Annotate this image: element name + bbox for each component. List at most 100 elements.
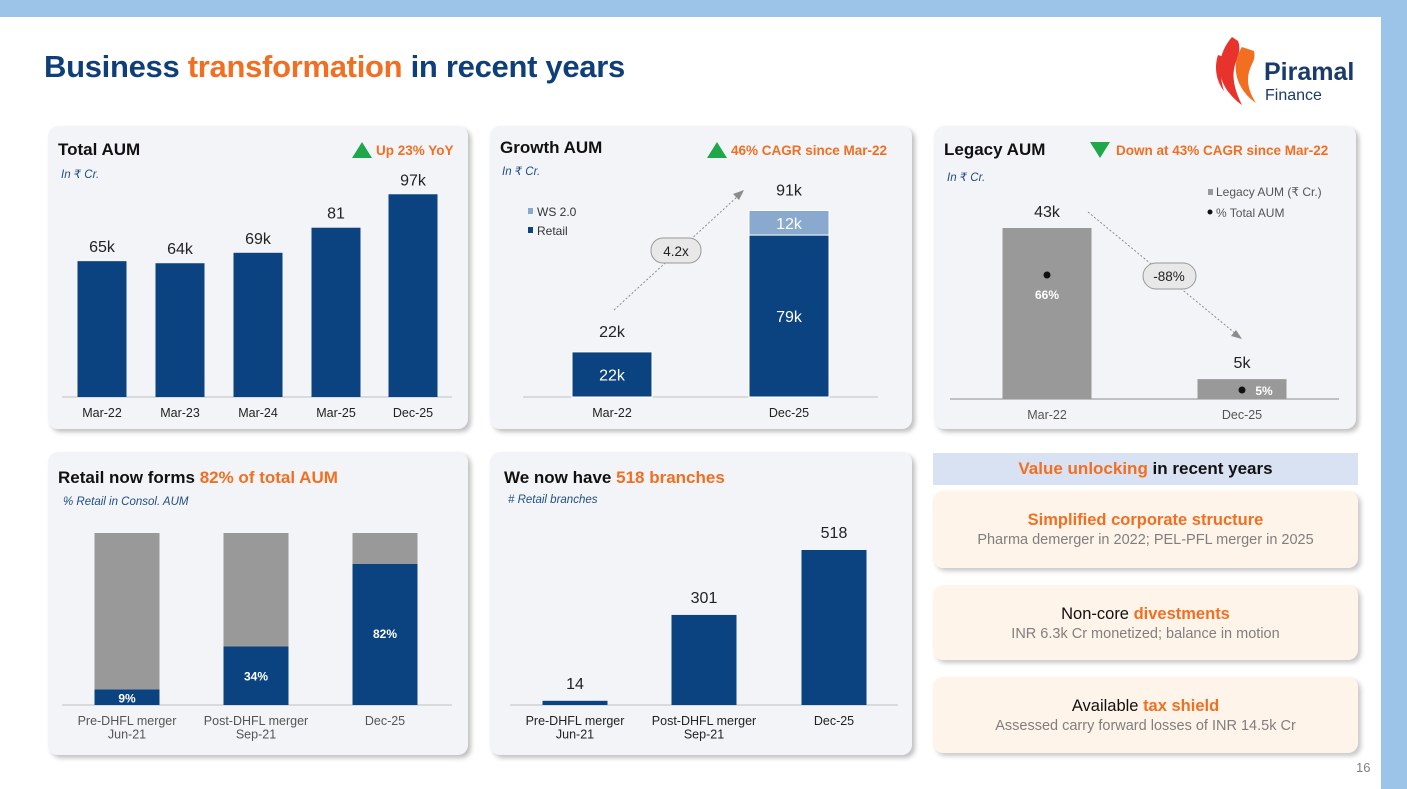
non-retail-bar bbox=[352, 533, 418, 564]
flame-logo-icon bbox=[1216, 37, 1256, 105]
data-label: 81 bbox=[327, 206, 345, 223]
bar-segment bbox=[748, 234, 830, 398]
growth-badge: 46% CAGR since Mar-22 bbox=[707, 142, 887, 158]
x-tick-label: Mar-22 bbox=[1027, 408, 1067, 422]
value-card-desc: Pharma demerger in 2022; PEL-PFL merger … bbox=[977, 532, 1314, 548]
x-tick-label: Dec-25 bbox=[365, 714, 405, 728]
legend-label: % Total AUM bbox=[1216, 206, 1284, 220]
pct-label: 66% bbox=[1035, 288, 1059, 302]
x-tick-label: Dec-25 bbox=[1222, 408, 1262, 422]
card-subtitle: In ₹ Cr. bbox=[61, 169, 100, 181]
bar bbox=[77, 261, 127, 397]
bar bbox=[233, 252, 283, 397]
data-label: 97k bbox=[400, 172, 427, 189]
x-tick-label: Post-DHFL merger Sep-21 bbox=[652, 714, 756, 742]
card-subtitle: % Retail in Consol. AUM bbox=[63, 496, 189, 508]
card-title: Retail now forms 82% of total AUM bbox=[58, 468, 338, 487]
value-card-corporate-structure: Simplified corporate structure Pharma de… bbox=[933, 491, 1358, 568]
x-tick-label: Pre-DHFL merger Jun-21 bbox=[526, 714, 625, 742]
legend-swatch bbox=[528, 208, 533, 214]
data-label: 14 bbox=[566, 676, 584, 693]
legend-swatch bbox=[528, 227, 533, 233]
x-tick-label: Mar-23 bbox=[160, 406, 200, 420]
value-card-divestments: Non-core divestments INR 6.3k Cr monetiz… bbox=[933, 585, 1358, 660]
down-arrow-icon bbox=[1090, 142, 1110, 158]
logo-wordmark: Piramal bbox=[1264, 58, 1355, 86]
bar-segment bbox=[748, 209, 830, 236]
bar bbox=[311, 227, 361, 397]
bar bbox=[801, 550, 867, 705]
value-card-title: Simplified corporate structure bbox=[1027, 511, 1264, 529]
growth-arrowhead bbox=[733, 190, 744, 200]
card-subtitle: # Retail branches bbox=[508, 494, 598, 506]
value-card-desc: Assessed carry forward losses of INR 14.… bbox=[995, 718, 1296, 734]
x-tick-label: Mar-22 bbox=[82, 406, 122, 420]
bar bbox=[1002, 228, 1092, 399]
non-retail-bar bbox=[223, 533, 289, 647]
legend-swatch bbox=[1207, 209, 1213, 215]
decline-arrowhead bbox=[1231, 330, 1242, 339]
annotation-label: 4.2x bbox=[663, 244, 689, 259]
x-tick-label: Dec-25 bbox=[814, 714, 854, 728]
bar bbox=[542, 700, 608, 705]
data-label: 64k bbox=[167, 241, 194, 258]
x-tick-label: Pre-DHFL merger Jun-21 bbox=[78, 714, 177, 742]
annotation-label: -88% bbox=[1153, 269, 1185, 284]
data-label: 43k bbox=[1034, 204, 1061, 221]
page-number: 16 bbox=[1356, 760, 1371, 775]
growth-badge: Up 23% YoY bbox=[352, 142, 454, 158]
data-label: 518 bbox=[821, 525, 848, 542]
annotation-pill bbox=[1142, 262, 1197, 290]
bar-segment bbox=[571, 351, 653, 398]
value-unlocking-header: Value unlocking in recent years bbox=[933, 453, 1358, 485]
x-tick-label: Mar-22 bbox=[592, 406, 632, 420]
x-tick-label: Mar-25 bbox=[316, 406, 356, 420]
pct-marker bbox=[1238, 386, 1246, 394]
value-card-title: Available tax shield bbox=[1071, 697, 1220, 715]
legend-label: WS 2.0 bbox=[537, 205, 577, 219]
data-label: 5k bbox=[1234, 355, 1252, 372]
x-tick-label: Dec-25 bbox=[769, 406, 809, 420]
up-arrow-icon bbox=[707, 142, 727, 158]
up-arrow-icon bbox=[352, 142, 372, 158]
x-tick-label: Dec-25 bbox=[393, 406, 433, 420]
bar bbox=[671, 614, 737, 705]
segment-label: 79k bbox=[776, 309, 803, 326]
legend-label: Legacy AUM (₹ Cr.) bbox=[1216, 185, 1322, 199]
total-label: 22k bbox=[599, 324, 626, 341]
retail-bar bbox=[352, 563, 418, 705]
card-title: Legacy AUM bbox=[944, 140, 1046, 159]
bar bbox=[155, 263, 205, 397]
card-growth-aum bbox=[490, 126, 912, 429]
retail-bar bbox=[94, 689, 160, 705]
piramal-logo: Piramal Finance bbox=[1212, 33, 1372, 108]
segment-label: 12k bbox=[776, 216, 803, 233]
retail-pct-label: 34% bbox=[244, 670, 268, 684]
annotation-pill bbox=[650, 237, 702, 264]
decline-badge: Down at 43% CAGR since Mar-22 bbox=[1090, 142, 1328, 158]
logo-subtitle: Finance bbox=[1265, 87, 1322, 104]
top-accent-bar bbox=[0, 0, 1407, 17]
card-title: We now have 518 branches bbox=[504, 468, 725, 487]
x-tick-label: Mar-24 bbox=[238, 406, 278, 420]
segment-label: 22k bbox=[599, 367, 626, 384]
value-card-tax-shield: Available tax shield Assessed carry forw… bbox=[933, 677, 1358, 753]
data-label: 301 bbox=[691, 590, 718, 607]
total-label: 91k bbox=[776, 182, 803, 199]
x-tick-label: Post-DHFL merger Sep-21 bbox=[204, 714, 308, 742]
card-title: Total AUM bbox=[58, 140, 141, 159]
data-label: 69k bbox=[245, 231, 272, 248]
right-accent-bar bbox=[1381, 0, 1407, 789]
retail-bar bbox=[223, 646, 289, 705]
data-label: 65k bbox=[89, 239, 116, 256]
value-card-title: Non-core divestments bbox=[1061, 605, 1230, 623]
card-subtitle: In ₹ Cr. bbox=[947, 172, 986, 184]
retail-pct-label: 82% bbox=[373, 627, 397, 641]
card-subtitle: In ₹ Cr. bbox=[502, 166, 541, 178]
pct-label: 5% bbox=[1255, 384, 1273, 398]
